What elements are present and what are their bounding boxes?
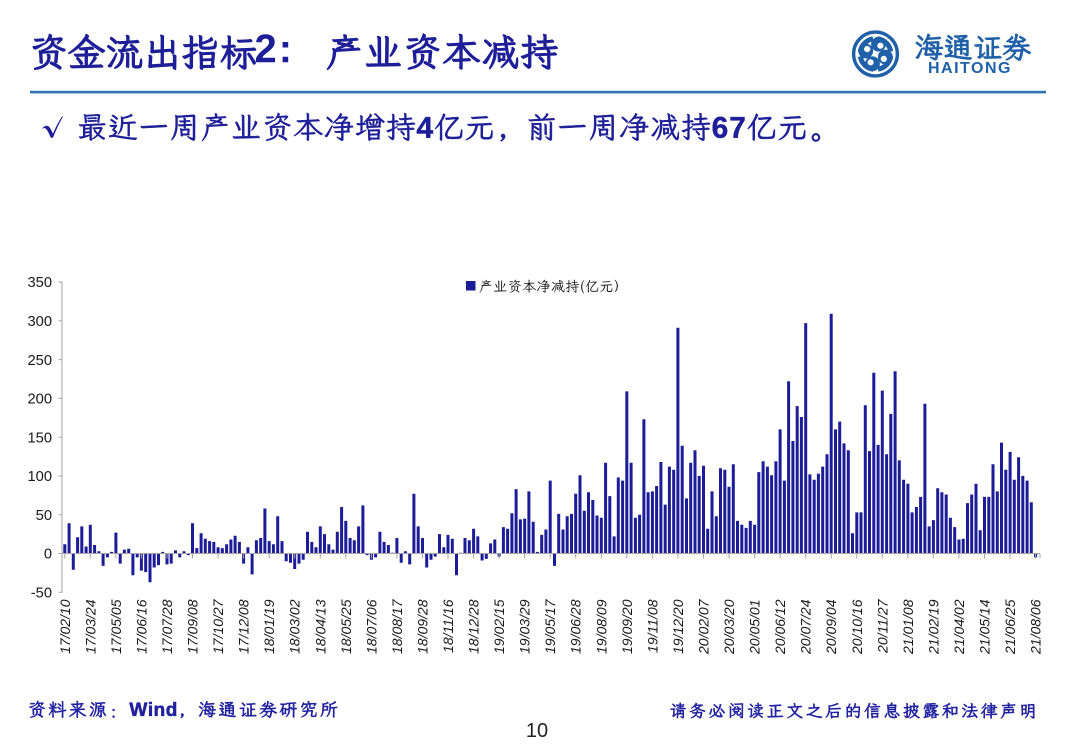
svg-text:21/02/19: 21/02/19 [925, 599, 941, 655]
svg-text:21/05/14: 21/05/14 [977, 599, 993, 655]
svg-text:17/02/10: 17/02/10 [57, 599, 73, 654]
svg-text:19/06/28: 19/06/28 [568, 599, 584, 654]
svg-text:18/01/19: 18/01/19 [261, 599, 277, 654]
svg-text:17/12/08: 17/12/08 [236, 599, 252, 654]
svg-text:17/06/16: 17/06/16 [133, 599, 149, 654]
svg-text:17/09/08: 17/09/08 [185, 599, 201, 654]
svg-text:200: 200 [27, 392, 52, 408]
svg-text:21/01/08: 21/01/08 [900, 599, 916, 655]
svg-text:-50: -50 [31, 586, 52, 602]
svg-text:21/06/25: 21/06/25 [1002, 599, 1018, 655]
svg-text:300: 300 [27, 314, 52, 330]
svg-text:18/07/06: 18/07/06 [363, 599, 379, 654]
svg-text:50: 50 [36, 508, 52, 524]
svg-text:18/09/28: 18/09/28 [415, 599, 431, 654]
svg-text:19/11/08: 19/11/08 [644, 599, 660, 653]
svg-text:18/11/16: 18/11/16 [440, 599, 456, 653]
svg-text:17/03/24: 17/03/24 [82, 599, 98, 654]
svg-text:150: 150 [27, 430, 52, 446]
svg-text:10: 10 [526, 720, 548, 742]
svg-text:18/03/02: 18/03/02 [287, 599, 303, 654]
svg-text:18/04/13: 18/04/13 [312, 599, 328, 654]
svg-text:20/10/16: 20/10/16 [849, 599, 865, 655]
svg-text:17/10/27: 17/10/27 [210, 598, 226, 654]
svg-text:100: 100 [27, 469, 52, 485]
svg-text:20/11/27: 20/11/27 [874, 598, 890, 654]
svg-text:21/08/06: 21/08/06 [1028, 599, 1044, 655]
svg-text:0: 0 [44, 547, 52, 563]
svg-text:HAITONG: HAITONG [928, 60, 1012, 77]
svg-text:19/12/20: 19/12/20 [670, 599, 686, 654]
svg-text:20/03/20: 20/03/20 [721, 599, 737, 655]
svg-text:350: 350 [27, 275, 52, 291]
svg-text:18/05/25: 18/05/25 [338, 599, 354, 654]
svg-text:20/07/24: 20/07/24 [798, 599, 814, 655]
svg-text:19/05/17: 19/05/17 [542, 598, 558, 654]
svg-text:20/09/04: 20/09/04 [823, 599, 839, 655]
svg-text:19/09/20: 19/09/20 [619, 599, 635, 654]
svg-text:17/07/28: 17/07/28 [159, 599, 175, 654]
svg-text:21/04/02: 21/04/02 [951, 599, 967, 655]
svg-text:20/06/12: 20/06/12 [772, 599, 788, 655]
svg-text:20/05/01: 20/05/01 [747, 600, 763, 656]
svg-text:17/05/05: 17/05/05 [108, 599, 124, 654]
svg-text:20/02/07: 20/02/07 [696, 598, 712, 655]
svg-text:19/03/29: 19/03/29 [517, 599, 533, 654]
svg-text:250: 250 [27, 353, 52, 369]
svg-text:18/12/28: 18/12/28 [466, 599, 482, 654]
svg-text:18/08/17: 18/08/17 [389, 598, 405, 654]
svg-text:19/08/09: 19/08/09 [593, 599, 609, 654]
svg-text:19/02/15: 19/02/15 [491, 599, 507, 654]
